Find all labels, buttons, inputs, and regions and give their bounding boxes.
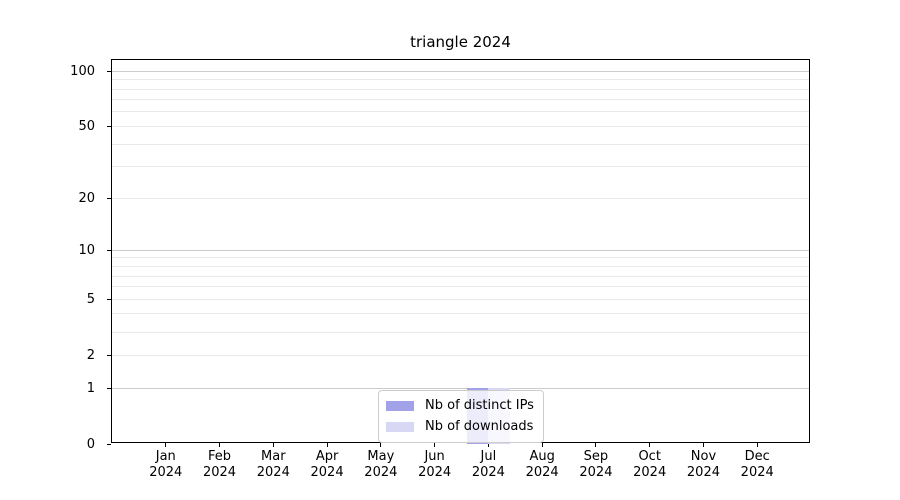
x-axis-tick <box>380 443 382 447</box>
gridline-minor <box>112 99 809 101</box>
x-axis-tick-label: Feb 2024 <box>190 449 250 481</box>
x-axis-tick-label: Nov 2024 <box>673 449 733 481</box>
x-axis-tick-label-line: Mar <box>261 449 286 464</box>
x-axis-tick-label-line: 2024 <box>686 465 720 480</box>
x-axis-tick-label-line: Feb <box>208 449 232 464</box>
y-axis-tick-label: 2 <box>86 347 95 363</box>
gridline-minor <box>112 143 809 145</box>
x-axis-tick-label-line: 2024 <box>256 465 290 480</box>
x-axis-tick <box>165 443 167 447</box>
x-axis-tick <box>702 443 704 447</box>
legend-label-distinct-ips: Nb of distinct IPs <box>425 398 534 413</box>
gridline-minor <box>112 266 809 267</box>
x-axis-tick-label: Jul 2024 <box>458 449 518 481</box>
y-axis-tick-label: 50 <box>78 118 95 134</box>
gridline-minor <box>112 286 809 288</box>
x-axis-tick <box>756 443 758 447</box>
gridline-major <box>112 387 809 389</box>
legend: Nb of distinct IPs Nb of downloads <box>378 390 544 443</box>
y-axis-tick-label: 100 <box>70 63 95 79</box>
x-axis-tick-label: May 2024 <box>351 449 411 481</box>
y-axis-tick <box>107 443 111 445</box>
y-axis-tick-label: 5 <box>86 291 95 307</box>
gridline-minor <box>112 166 809 168</box>
gridline-minor <box>112 331 809 333</box>
legend-label-downloads: Nb of downloads <box>425 419 534 434</box>
x-axis-tick-label-line: Aug <box>529 449 555 464</box>
x-axis-tick-label-line: Dec <box>744 449 770 464</box>
x-axis-tick <box>326 443 328 447</box>
x-axis-tick-label-line: 2024 <box>740 465 774 480</box>
gridline-minor <box>112 354 809 356</box>
x-axis-tick <box>272 443 274 447</box>
gridline-minor <box>112 111 809 113</box>
gridline-minor <box>112 125 809 127</box>
x-axis-tick-label: Jun 2024 <box>405 449 465 481</box>
legend-row-distinct-ips: Nb of distinct IPs <box>386 397 534 415</box>
gridline-minor <box>112 313 809 315</box>
gridline-major <box>112 249 809 251</box>
x-axis-tick-label: Aug 2024 <box>512 449 572 481</box>
gridline-minor <box>112 88 809 90</box>
x-axis-tick-label-line: 2024 <box>418 465 452 480</box>
gridline-minor <box>112 275 809 277</box>
y-axis-tick <box>107 298 111 300</box>
gridline-minor <box>112 197 809 199</box>
legend-row-downloads: Nb of downloads <box>386 418 534 436</box>
y-axis-tick <box>107 354 111 356</box>
x-axis-tick-label-line: 2024 <box>364 465 398 480</box>
x-axis-tick-label: Sep 2024 <box>566 449 626 481</box>
gridline-minor <box>112 79 809 81</box>
x-axis-tick <box>434 443 436 447</box>
x-axis-tick-label-line: 2024 <box>579 465 613 480</box>
x-axis-tick-label-line: Jan <box>155 449 176 464</box>
y-axis-tick <box>107 387 111 389</box>
gridline-minor <box>112 298 809 300</box>
x-axis-tick <box>541 443 543 447</box>
x-axis-tick-label-line: Nov <box>690 449 717 464</box>
y-axis-tick-label: 20 <box>78 190 95 206</box>
x-axis-tick <box>487 443 489 447</box>
gridline-major <box>112 70 809 72</box>
plot-area: 0 1 2 5 10 20 50 100 Jan 2024 Feb 2024 Mar 2024 Apr 202… <box>70 59 810 480</box>
legend-swatch-distinct-ips <box>386 401 414 411</box>
y-axis-tick-label: 10 <box>78 242 95 258</box>
x-axis-tick-label: Apr 2024 <box>297 449 357 481</box>
y-axis-tick <box>107 70 111 72</box>
x-axis-tick-label-line: 2024 <box>471 465 505 480</box>
x-axis-tick-label-line: Jun <box>424 449 445 464</box>
x-axis-tick-label-line: 2024 <box>310 465 344 480</box>
x-axis-tick-label-line: Apr <box>315 449 339 464</box>
x-axis-tick <box>649 443 651 447</box>
x-axis-tick-label: Dec 2024 <box>727 449 787 481</box>
gridline-minor <box>112 257 809 259</box>
x-axis-tick-label: Oct 2024 <box>620 449 680 481</box>
x-axis-tick-label-line: 2024 <box>202 465 237 480</box>
y-axis-tick <box>107 249 111 251</box>
x-axis-tick-label-line: Jul <box>480 449 497 464</box>
y-axis-tick-label: 1 <box>86 380 95 396</box>
y-axis-tick <box>107 197 111 199</box>
x-axis-tick-label-line: Oct <box>638 449 661 464</box>
x-axis-tick-label-line: Sep <box>583 449 609 464</box>
x-axis-tick-label: Mar 2024 <box>243 449 303 481</box>
x-axis-tick-label: Jan 2024 <box>136 449 196 481</box>
legend-swatch-downloads <box>386 422 414 432</box>
x-axis-tick-label-line: 2024 <box>149 465 183 480</box>
x-axis-tick-label-line: 2024 <box>633 465 667 480</box>
x-axis-tick-label-line: 2024 <box>525 465 559 480</box>
x-axis-tick <box>595 443 597 447</box>
chart-title: triangle 2024 <box>410 33 511 51</box>
y-axis-tick-label: 0 <box>86 436 95 452</box>
x-axis-tick <box>219 443 221 447</box>
y-axis-tick <box>107 125 111 127</box>
x-axis-tick-label-line: May <box>367 449 395 464</box>
